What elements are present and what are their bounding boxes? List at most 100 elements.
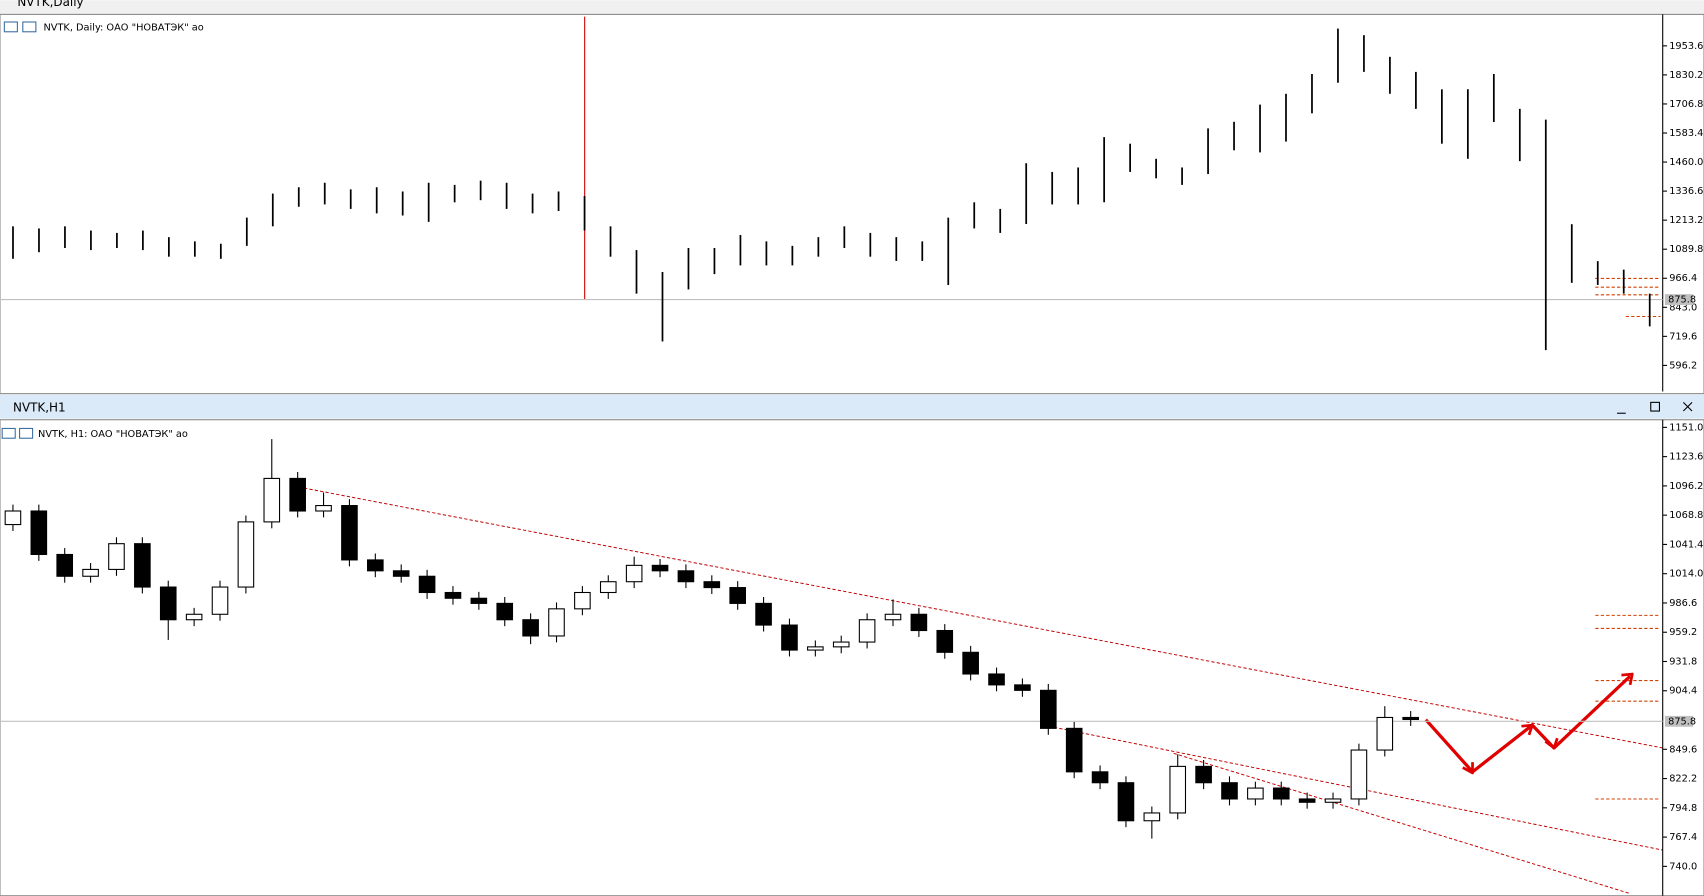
chart-icon <box>19 427 34 439</box>
y-tick-label: 1460.0 <box>1669 157 1703 168</box>
candle-body <box>548 608 565 637</box>
maximize-button[interactable] <box>1650 401 1660 412</box>
candle-body <box>522 619 539 637</box>
y-tick-label: 966.4 <box>1669 273 1697 284</box>
window-title: NVTK,Daily <box>17 0 83 9</box>
candle-body <box>703 581 721 589</box>
y-tick-label: 794.8 <box>1669 803 1697 814</box>
y-tick-label: 1583.4 <box>1669 128 1703 139</box>
candle-body <box>962 651 979 675</box>
y-tick-label: 849.6 <box>1669 744 1697 755</box>
chart-title: NVTK, H1: ОАО "НОВАТЭК" ао <box>38 429 188 440</box>
y-tick-label: 1151.0 <box>1669 422 1703 433</box>
candle-body <box>108 543 125 570</box>
candle-body <box>315 505 332 512</box>
candle-body <box>418 575 436 594</box>
candle-body <box>1402 716 1419 721</box>
y-tick-label: 959.2 <box>1669 627 1697 638</box>
chart-window <box>0 13 1704 395</box>
y-tick-label: 1706.8 <box>1669 99 1703 110</box>
candle-body <box>134 543 151 588</box>
y-tick-label: 904.4 <box>1669 686 1697 697</box>
candle-body <box>651 564 669 572</box>
candle-body <box>1065 727 1083 773</box>
candle-body <box>936 629 954 653</box>
order-levels <box>1595 614 1661 800</box>
candle-body <box>1376 716 1394 751</box>
y-tick-label: 1123.6 <box>1669 452 1703 463</box>
candle-body <box>858 619 876 643</box>
y-tick-label: 1336.6 <box>1669 186 1703 197</box>
candle-body <box>1117 782 1135 822</box>
window-titlebar <box>0 394 1704 419</box>
window-titlebar <box>0 0 1704 15</box>
chart-window <box>0 419 1704 896</box>
candle-body <box>1350 749 1368 800</box>
candle-body <box>30 510 48 556</box>
candle-body <box>781 624 798 651</box>
y-tick-label: 596.2 <box>1669 360 1697 371</box>
forecast-arrows <box>1424 672 1634 775</box>
window-title: NVTK,H1 <box>13 400 66 414</box>
y-tick-label: 1068.8 <box>1669 510 1703 521</box>
current-price-tag <box>1664 715 1694 727</box>
candle-body <box>1247 787 1264 800</box>
y-tick-label: 986.6 <box>1669 598 1697 609</box>
candle-body <box>159 586 177 621</box>
y-tick-label: 1830.2 <box>1669 70 1703 81</box>
y-tick-label: 1213.2 <box>1669 215 1703 226</box>
candle-body <box>470 597 488 604</box>
candle-body <box>289 477 306 512</box>
candle-body <box>444 591 462 599</box>
candle-body <box>807 646 824 651</box>
candle-body <box>755 602 772 626</box>
candle-body <box>392 570 410 577</box>
candle-body <box>211 586 229 615</box>
current-price-label: 875.8 <box>1668 716 1696 727</box>
candle-body <box>185 613 203 621</box>
candle-body <box>1039 689 1057 729</box>
candle-body <box>1091 771 1109 784</box>
candle-body <box>1143 812 1161 822</box>
candle-body <box>677 570 695 583</box>
window-controls <box>1617 401 1693 414</box>
candle-body <box>884 613 902 621</box>
chart-icon <box>22 21 37 33</box>
candle-body <box>4 510 22 526</box>
y-tick-label: 931.8 <box>1669 656 1697 667</box>
close-button[interactable] <box>1682 401 1693 412</box>
candle-body <box>910 613 928 632</box>
candle-body <box>82 568 99 577</box>
candle-body <box>988 673 1005 686</box>
candle-body <box>1014 684 1031 691</box>
y-tick-label: 843.0 <box>1669 302 1697 313</box>
chart-title: NVTK, Daily: ОАО "НОВАТЭК" ао <box>43 22 203 33</box>
y-tick-label: 1041.4 <box>1669 539 1703 550</box>
candle-body <box>1169 765 1187 814</box>
candle-body <box>496 602 514 621</box>
chart-icon <box>1 427 16 439</box>
y-tick-label: 1089.8 <box>1669 244 1703 255</box>
candle-body <box>1221 782 1238 800</box>
current-price-label: 875.8 <box>1668 295 1696 306</box>
candle-body <box>367 559 384 572</box>
y-tick-label: 767.4 <box>1669 832 1697 843</box>
candle-body <box>341 505 358 561</box>
candle-body <box>625 564 643 583</box>
y-tick-label: 1953.6 <box>1669 41 1703 52</box>
chart-icon <box>3 21 18 33</box>
candle-body <box>729 587 747 604</box>
current-price-tag <box>1664 294 1694 306</box>
y-tick-label: 740.0 <box>1669 861 1697 872</box>
candle-body <box>237 521 255 588</box>
y-tick-label: 719.6 <box>1669 331 1697 342</box>
y-tick-label: 1096.2 <box>1669 481 1703 492</box>
candle-body <box>599 581 617 594</box>
candle-body <box>56 553 74 577</box>
candle-body <box>1324 798 1342 803</box>
candle-body <box>1272 787 1290 800</box>
candle-body <box>263 477 281 523</box>
candle-body <box>832 641 850 648</box>
